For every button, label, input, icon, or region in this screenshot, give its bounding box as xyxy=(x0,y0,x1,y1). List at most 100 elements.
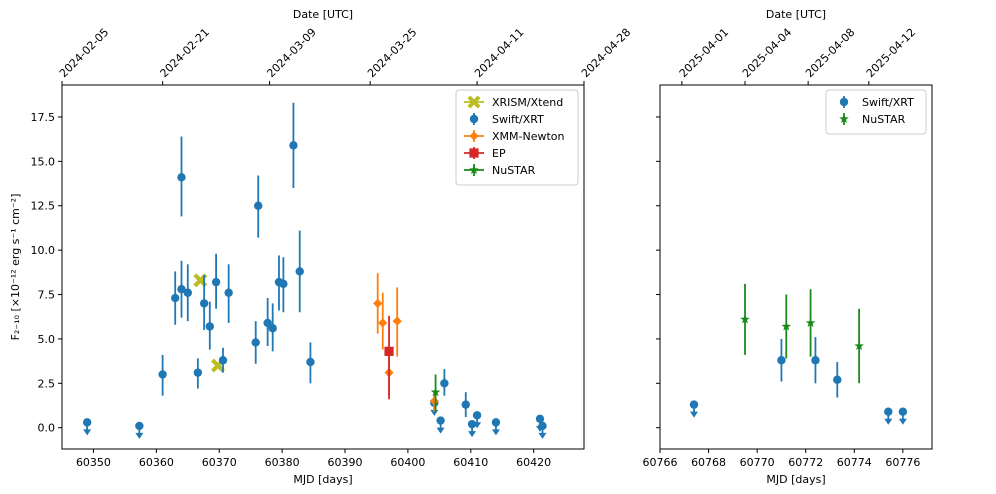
data-point xyxy=(781,321,792,331)
data-point xyxy=(373,298,383,308)
top-date-label: 2024-03-25 xyxy=(365,26,419,80)
upper-limit-arrow xyxy=(491,429,500,436)
series-nustar xyxy=(740,283,864,384)
upper-limit-point xyxy=(135,421,144,431)
upper-limit-arrow xyxy=(538,432,547,439)
x-tick-label: 60774 xyxy=(837,456,872,469)
y-tick-label: 7.5 xyxy=(38,289,56,302)
upper-limit-point xyxy=(884,407,893,416)
data-point xyxy=(777,356,786,365)
upper-limit-point xyxy=(535,414,545,424)
data-point xyxy=(268,324,277,333)
y-tick-label: 5.0 xyxy=(38,333,56,346)
data-point xyxy=(254,201,263,210)
data-point xyxy=(177,284,186,294)
x-axis-label: MJD [days] xyxy=(766,473,825,486)
data-point xyxy=(440,379,449,388)
upper-limit-point xyxy=(467,419,477,429)
upper-limit-point xyxy=(436,416,445,425)
legend-marker xyxy=(469,131,479,141)
series-nustar xyxy=(430,374,441,412)
x-tick-label: 60380 xyxy=(265,456,300,469)
top-axis-label: Date [UTC] xyxy=(293,8,353,21)
series-ep xyxy=(384,315,394,400)
data-point xyxy=(461,400,470,409)
top-date-label: 2025-04-12 xyxy=(864,26,918,80)
x-axis-label: MJD [days] xyxy=(293,473,352,486)
top-date-label: 2024-02-21 xyxy=(158,26,212,80)
legend-box xyxy=(455,89,579,186)
data-point xyxy=(384,346,394,356)
series-xmm-newton xyxy=(373,273,439,412)
x-tick-label: 60360 xyxy=(139,456,174,469)
data-point xyxy=(205,322,214,331)
data-point xyxy=(289,141,298,150)
upper-limit-arrow xyxy=(83,429,92,436)
y-tick-label: 2.5 xyxy=(38,377,56,390)
data-point xyxy=(854,341,864,351)
data-point xyxy=(429,396,439,406)
upper-limit-arrow xyxy=(690,411,698,418)
upper-limit-point xyxy=(689,400,699,409)
data-point xyxy=(833,375,842,384)
right-panel: 60766 60768 60770 60772 60774 60776 2025-04-01… xyxy=(643,8,933,486)
data-point xyxy=(193,273,208,288)
legend-box xyxy=(825,89,927,135)
top-axis-label: Date [UTC] xyxy=(766,8,826,21)
y-tick-label: 10.0 xyxy=(31,244,56,257)
upper-limit-point xyxy=(538,421,547,431)
x-tick-label: 60420 xyxy=(516,456,551,469)
top-date-label: 2025-04-01 xyxy=(677,26,731,80)
data-point xyxy=(171,293,180,303)
data-point xyxy=(177,173,186,182)
x-tick-label: 60350 xyxy=(76,456,111,469)
x-tick-label: 60766 xyxy=(643,456,678,469)
x-tick-label: 60776 xyxy=(885,456,920,469)
data-point xyxy=(295,267,304,276)
data-point xyxy=(740,314,750,324)
data-point xyxy=(263,318,272,328)
legend-label: NuSTAR xyxy=(492,164,536,177)
x-tick-label: 60770 xyxy=(740,456,775,469)
data-point xyxy=(251,338,260,347)
data-point xyxy=(306,357,315,367)
series-swift-xrt xyxy=(689,337,908,425)
data-point xyxy=(392,316,402,326)
data-point xyxy=(193,368,203,377)
top-date-label: 2024-04-28 xyxy=(579,26,633,80)
x-tick-label: 60410 xyxy=(453,456,488,469)
top-date-label: 2025-04-08 xyxy=(803,26,857,80)
legend-label: XRISM/Xtend xyxy=(492,96,563,109)
legend-label: XMM-Newton xyxy=(492,130,565,143)
top-date-label: 2025-04-04 xyxy=(740,26,794,80)
x-tick-label: 60768 xyxy=(691,456,726,469)
upper-limit-point xyxy=(82,418,92,427)
top-date-label: 2024-03-09 xyxy=(264,26,318,80)
legend: XRISM/Xtend Swift/XRT XMM-Newton EP NuSTAR xyxy=(455,89,579,186)
upper-limit-arrow xyxy=(468,431,477,438)
data-point xyxy=(211,277,221,287)
legend-marker xyxy=(839,97,849,107)
x-tick-label: 60390 xyxy=(328,456,363,469)
plot-frame xyxy=(659,84,933,450)
upper-limit-point xyxy=(472,411,482,420)
upper-limit-arrow xyxy=(436,427,445,434)
y-tick-label: 12.5 xyxy=(31,200,56,213)
x-tick-label: 60370 xyxy=(202,456,237,469)
left-panel: 60350 60360 60370 60380 60390 60400 60410 60420… xyxy=(9,8,633,486)
legend-label: Swift/XRT xyxy=(862,96,914,109)
data-point xyxy=(805,317,816,327)
legend-marker xyxy=(469,148,479,158)
x-tick-label: 60400 xyxy=(390,456,425,469)
data-point xyxy=(199,299,209,308)
data-point xyxy=(158,370,167,379)
legend-marker xyxy=(839,114,849,124)
data-point xyxy=(811,356,820,365)
y-tick-label: 17.5 xyxy=(31,111,56,124)
data-point xyxy=(430,387,441,397)
legend-label: NuSTAR xyxy=(862,113,906,126)
data-point xyxy=(279,279,288,289)
legend-label: Swift/XRT xyxy=(492,113,544,126)
plot-frame xyxy=(61,84,585,450)
